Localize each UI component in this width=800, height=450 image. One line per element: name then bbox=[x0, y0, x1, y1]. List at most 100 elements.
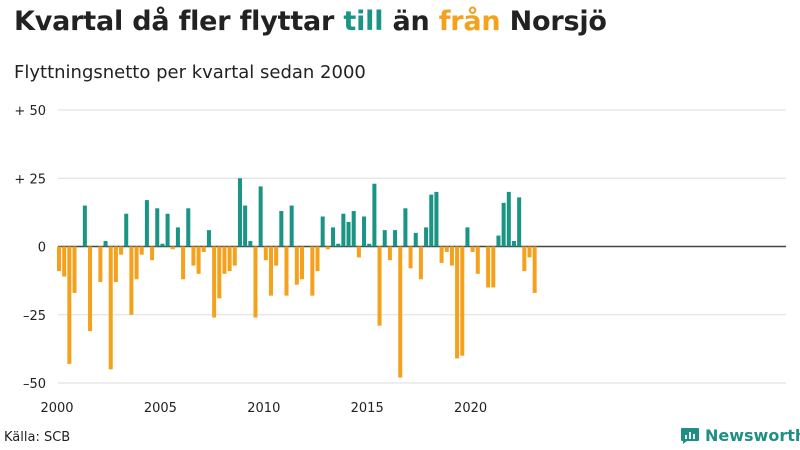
bar-16 bbox=[139, 246, 144, 255]
bar-62 bbox=[377, 246, 382, 326]
bar-56 bbox=[346, 221, 351, 247]
bar-34 bbox=[232, 246, 237, 266]
bar-63 bbox=[382, 230, 387, 247]
x-tick-label-1: 2005 bbox=[144, 401, 177, 416]
bar-14 bbox=[129, 246, 134, 315]
bar-40 bbox=[263, 246, 268, 261]
y-tick-label-0: + 50 bbox=[14, 104, 46, 119]
bar-70 bbox=[418, 246, 423, 280]
bar-0 bbox=[57, 246, 62, 272]
x-tick-label-2: 2010 bbox=[247, 401, 280, 416]
bar-81 bbox=[475, 246, 480, 274]
bar-46 bbox=[294, 246, 299, 285]
bar-13 bbox=[124, 213, 129, 247]
bar-19 bbox=[155, 208, 160, 247]
bar-36 bbox=[243, 205, 248, 247]
bar-52 bbox=[325, 246, 330, 250]
bar-60 bbox=[367, 243, 372, 247]
bar-35 bbox=[237, 178, 242, 247]
bar-74 bbox=[439, 246, 444, 263]
bar-6 bbox=[88, 246, 93, 332]
bar-45 bbox=[289, 205, 294, 247]
bar-29 bbox=[206, 230, 211, 247]
bar-33 bbox=[227, 246, 232, 272]
title-word-till: till bbox=[343, 6, 384, 37]
bar-75 bbox=[444, 246, 449, 252]
bar-5 bbox=[82, 205, 87, 247]
bar-20 bbox=[160, 243, 165, 247]
bar-9 bbox=[103, 241, 108, 247]
bar-86 bbox=[501, 202, 506, 247]
bar-78 bbox=[460, 246, 465, 356]
bar-73 bbox=[434, 191, 439, 247]
bar-89 bbox=[517, 197, 522, 247]
bar-54 bbox=[336, 243, 341, 247]
bar-2 bbox=[67, 246, 72, 364]
bar-49 bbox=[310, 246, 315, 296]
bar-12 bbox=[119, 246, 124, 255]
source-note: Källa: SCB bbox=[4, 430, 71, 445]
bar-41 bbox=[268, 246, 273, 296]
bar-10 bbox=[108, 246, 113, 370]
bar-67 bbox=[403, 208, 408, 247]
y-tick-label-4: –50 bbox=[23, 377, 46, 392]
bar-3 bbox=[72, 246, 77, 293]
bar-61 bbox=[372, 183, 377, 247]
bar-18 bbox=[150, 246, 155, 261]
title-part-1: Kvartal då fler flyttar bbox=[14, 6, 344, 37]
bar-87 bbox=[506, 191, 511, 247]
bar-84 bbox=[491, 246, 496, 288]
bar-44 bbox=[284, 246, 289, 296]
bar-77 bbox=[455, 246, 460, 359]
x-tick-label-4: 2020 bbox=[454, 401, 487, 416]
bar-8 bbox=[98, 246, 103, 282]
bar-68 bbox=[408, 246, 413, 269]
bar-66 bbox=[398, 246, 403, 378]
bar-37 bbox=[248, 241, 253, 247]
bar-23 bbox=[175, 227, 180, 247]
x-tick-label-0: 2000 bbox=[40, 401, 73, 416]
bar-91 bbox=[527, 246, 532, 258]
bar-30 bbox=[212, 246, 217, 318]
brand-logo: Newsworthy bbox=[680, 426, 800, 445]
title-word-fran: från bbox=[438, 6, 501, 37]
title-part-5: Norsjö bbox=[500, 6, 607, 37]
bar-11 bbox=[113, 246, 118, 282]
bar-25 bbox=[186, 208, 191, 247]
bar-1 bbox=[62, 246, 67, 277]
bar-28 bbox=[201, 246, 206, 252]
y-tick-label-3: –25 bbox=[23, 309, 46, 324]
brand-name: Newsworthy bbox=[705, 426, 800, 445]
bar-90 bbox=[522, 246, 527, 272]
y-tick-label-1: + 25 bbox=[14, 172, 46, 187]
bar-27 bbox=[196, 246, 201, 274]
bar-64 bbox=[387, 246, 392, 261]
bar-83 bbox=[486, 246, 491, 288]
bar-32 bbox=[222, 246, 227, 274]
bar-47 bbox=[299, 246, 305, 280]
bar-58 bbox=[356, 246, 361, 258]
chart-subtitle: Flyttningsnetto per kvartal sedan 2000 bbox=[14, 62, 366, 83]
bar-59 bbox=[362, 216, 367, 247]
bar-31 bbox=[217, 246, 222, 299]
bar-80 bbox=[470, 246, 475, 252]
bar-39 bbox=[258, 186, 263, 247]
bar-15 bbox=[134, 246, 139, 280]
bar-65 bbox=[393, 230, 398, 247]
bar-21 bbox=[165, 213, 170, 247]
bar-79 bbox=[465, 227, 470, 247]
bar-76 bbox=[449, 246, 454, 266]
bar-26 bbox=[191, 246, 196, 266]
chart-title: Kvartal då fler flyttar till än från Nor… bbox=[14, 6, 607, 37]
title-part-3: än bbox=[383, 6, 439, 37]
newsworthy-logo-icon bbox=[681, 427, 699, 444]
bar-22 bbox=[170, 246, 175, 250]
x-tick-label-3: 2015 bbox=[351, 401, 384, 416]
bar-69 bbox=[413, 232, 418, 247]
bar-43 bbox=[279, 211, 284, 247]
bar-72 bbox=[429, 194, 434, 247]
bar-92 bbox=[532, 246, 537, 293]
y-tick-label-2: 0 bbox=[38, 241, 46, 256]
bar-55 bbox=[341, 213, 346, 247]
